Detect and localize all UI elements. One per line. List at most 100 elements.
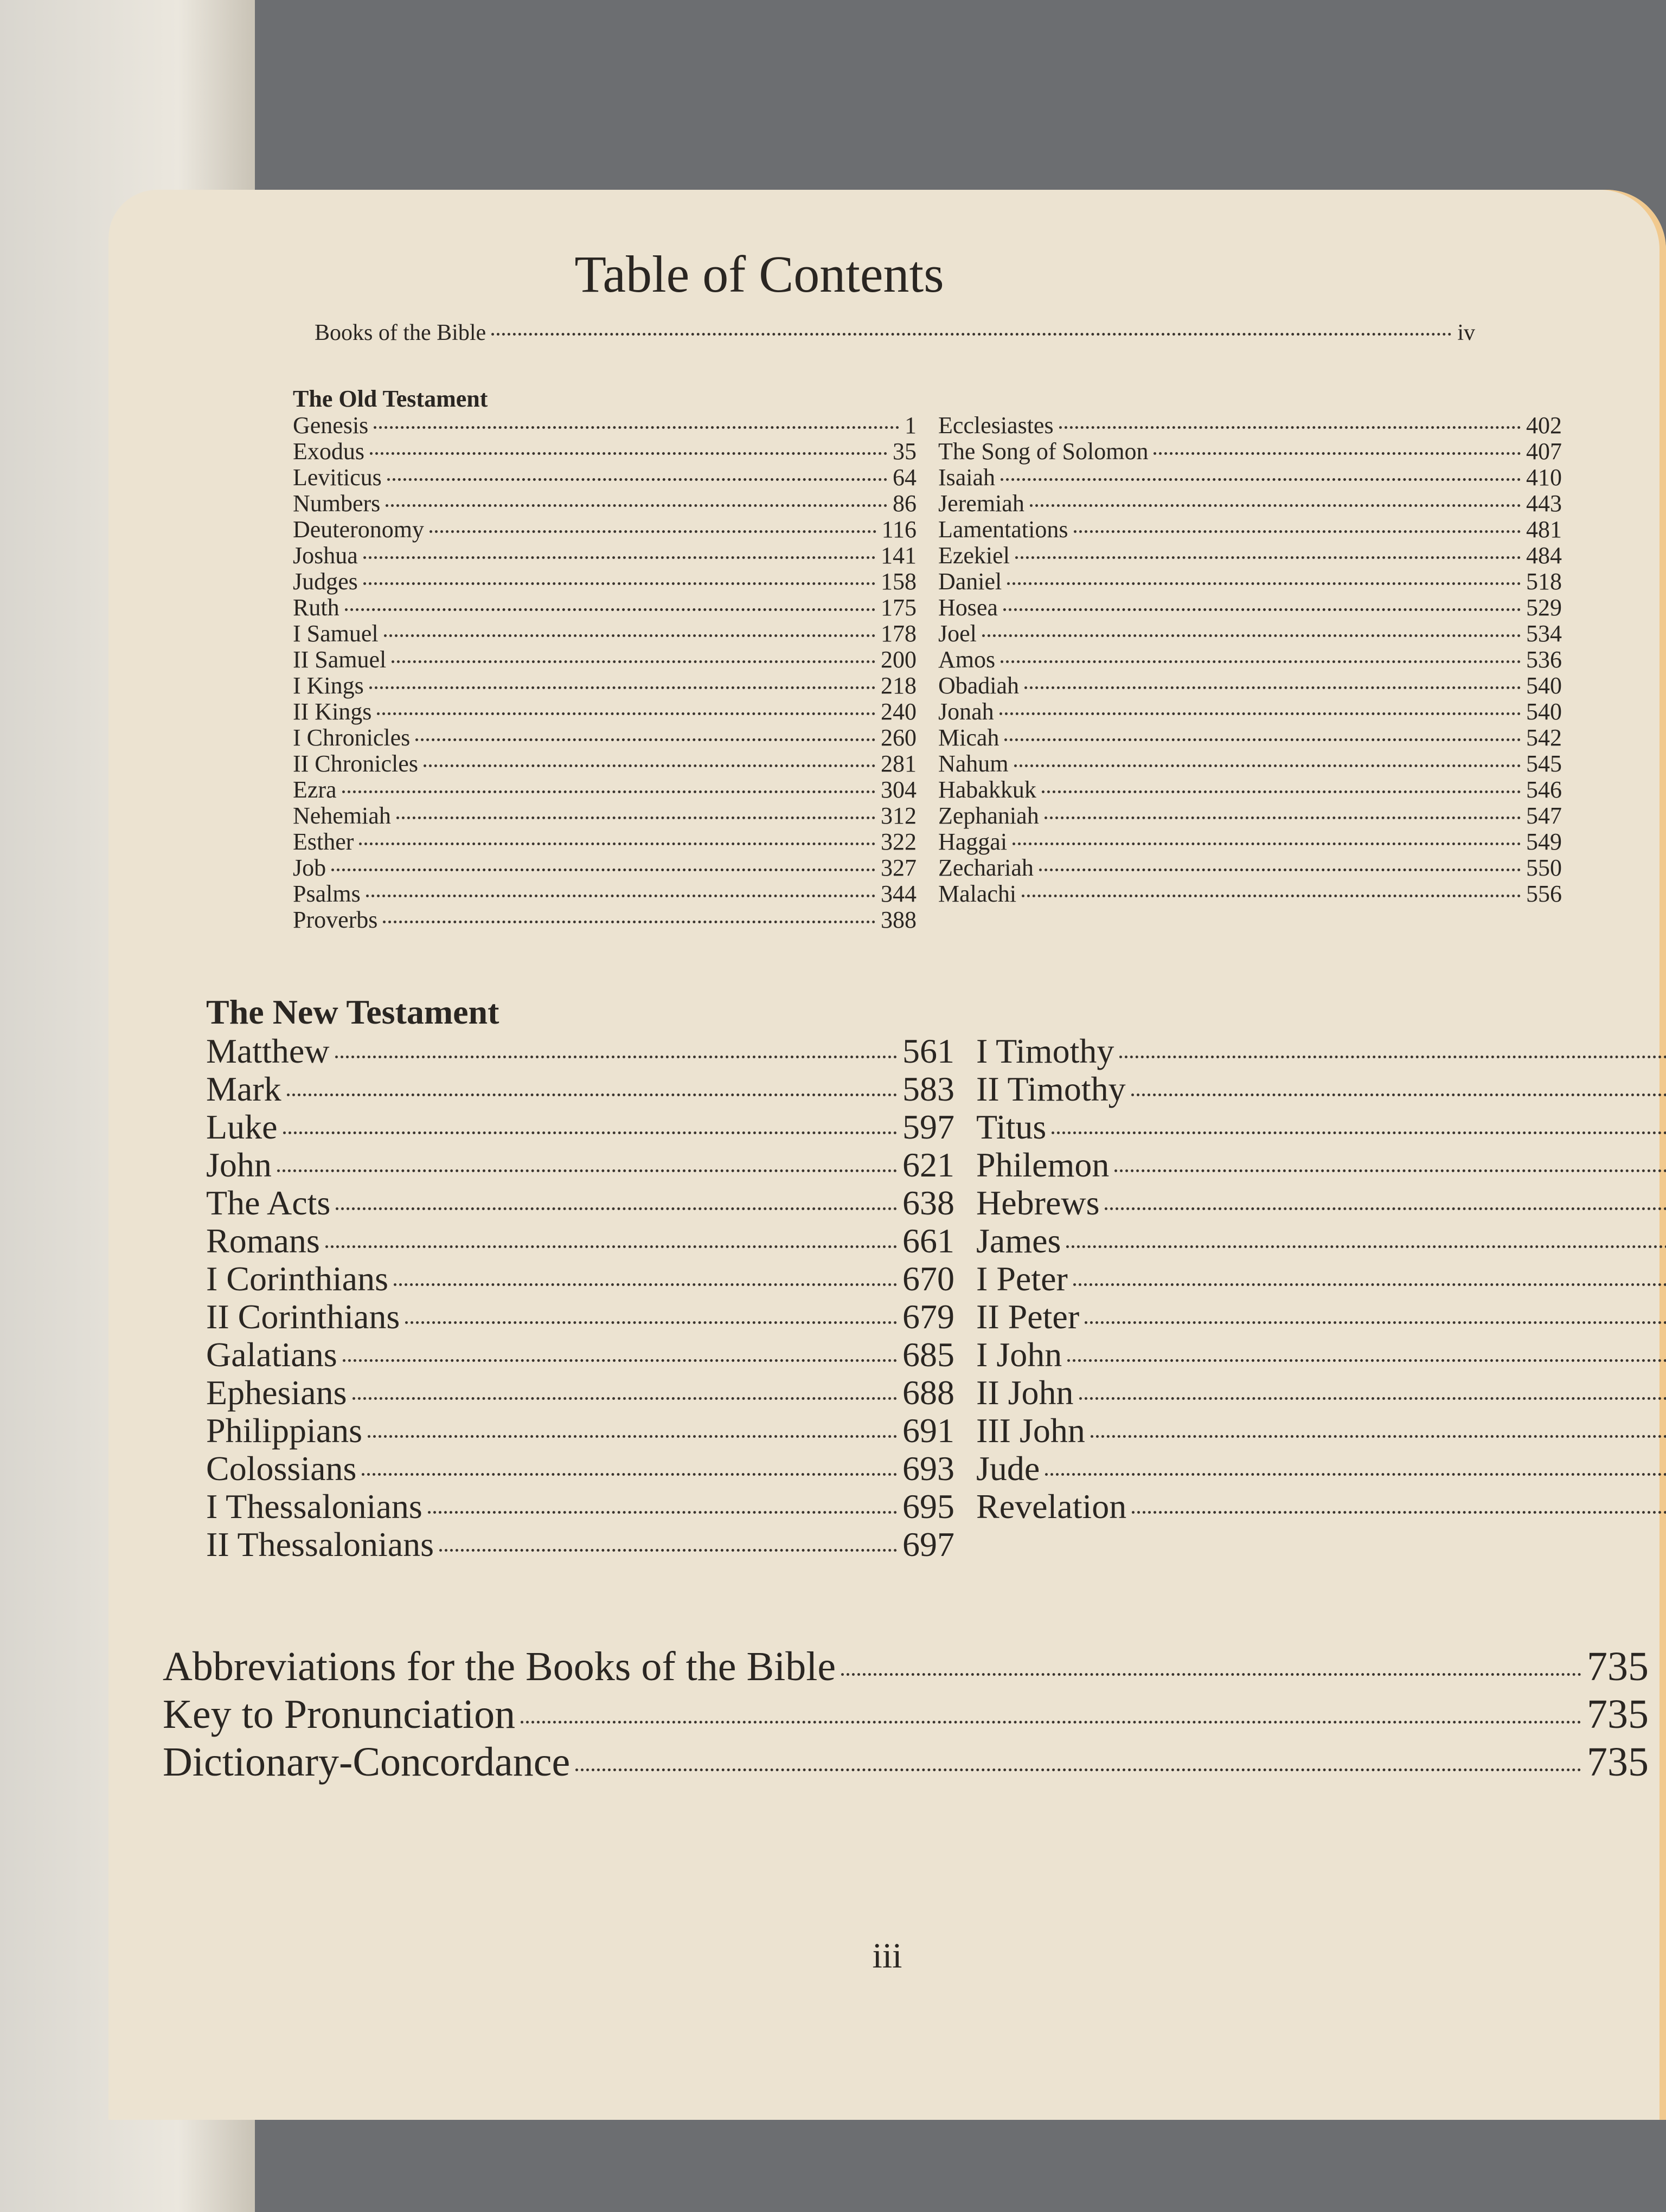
toc-entry: Judges 158 [293, 569, 917, 595]
leader [342, 790, 875, 793]
leader [1041, 790, 1521, 793]
entry-label: III John [976, 1411, 1085, 1450]
toc-entry: II John720 [976, 1374, 1666, 1412]
toc-entry: II Kings 240 [293, 699, 917, 725]
entry-label: Leviticus [293, 464, 382, 491]
leader [841, 1673, 1581, 1676]
entry-page: 327 [881, 854, 917, 881]
section-heading: The Old Testament [293, 385, 488, 412]
entry-page: 481 [1526, 516, 1562, 543]
entry-label: I Chronicles [293, 724, 411, 751]
leader [1085, 1321, 1666, 1324]
entry-page: 697 [902, 1525, 954, 1564]
toc-entry: The Acts 638 [206, 1184, 954, 1222]
leader [1045, 1473, 1666, 1476]
leader [427, 1511, 897, 1514]
toc-entry: II Samuel 200 [293, 647, 917, 673]
entry-label: Dictionary-Concordance [163, 1739, 571, 1785]
front-matter-entry: Books of the Bible iv [315, 320, 1475, 346]
column: Ecclesiastes 402 The Song of Solomon 407 Isa… [938, 413, 1562, 933]
toc-entry: II Corinthians 679 [206, 1298, 954, 1336]
entry-label: Mark [206, 1070, 281, 1108]
leader [1029, 504, 1521, 507]
entry-page: 484 [1526, 542, 1562, 569]
toc-entry: Amos 536 [938, 647, 1562, 673]
entry-page: 443 [1526, 490, 1562, 517]
leader [1013, 843, 1521, 845]
leader [575, 1769, 1581, 1771]
toc-entry: Genesis 1 [293, 413, 917, 439]
leader [1066, 1245, 1666, 1248]
leader [342, 1359, 897, 1362]
column: I Timothy698II Timothy701Titus702Philemo… [976, 1032, 1666, 1564]
entry-page: 661 [902, 1221, 954, 1260]
entry-label: Job [293, 854, 326, 881]
toc-entry: Isaiah 410 [938, 465, 1562, 491]
leader [1001, 478, 1521, 481]
toc-entry: Job 327 [293, 855, 917, 881]
leader [1131, 1094, 1666, 1096]
entry-label: James [976, 1221, 1061, 1260]
entry-label: Nehemiah [293, 802, 391, 829]
entry-page: 691 [902, 1411, 954, 1450]
entry-label: Zechariah [938, 854, 1034, 881]
entry-label: Jeremiah [938, 490, 1024, 517]
entry-label: Philippians [206, 1411, 363, 1450]
leader [1067, 1359, 1666, 1362]
entry-label: Ezekiel [938, 542, 1010, 569]
leader [374, 426, 899, 429]
leader [982, 634, 1521, 637]
leader [1015, 556, 1521, 559]
toc-entry: Philemon703 [976, 1146, 1666, 1184]
entry-label: Numbers [293, 490, 381, 517]
toc-entry: Jude720 [976, 1450, 1666, 1488]
leader [439, 1549, 897, 1552]
entry-label: Daniel [938, 568, 1002, 595]
leader [325, 1245, 897, 1248]
entry-label: II Peter [976, 1297, 1080, 1336]
toc-entry: Philippians 691 [206, 1412, 954, 1450]
leader [392, 660, 875, 663]
toc-entry: Joel 534 [938, 621, 1562, 647]
entry-page: 518 [1526, 568, 1562, 595]
leader [377, 712, 875, 715]
toc-entry: I Kings 218 [293, 673, 917, 699]
entry-label: I John [976, 1335, 1062, 1374]
entry-label: Nahum [938, 750, 1009, 777]
entry-page: 549 [1526, 828, 1562, 855]
toc-entry: Luke 597 [206, 1108, 954, 1146]
leader [1024, 686, 1521, 689]
entry-label: Abbreviations for the Books of the Bible [163, 1644, 836, 1689]
leader [521, 1721, 1581, 1724]
entry-label: Ephesians [206, 1373, 347, 1412]
toc-entry: I Corinthians 670 [206, 1260, 954, 1298]
entry-page: 735 [1587, 1644, 1649, 1689]
leader [396, 816, 875, 819]
leader [1004, 738, 1521, 741]
entry-label: Books of the Bible [315, 320, 486, 345]
leader [283, 1131, 897, 1134]
entry-label: The Acts [206, 1184, 331, 1222]
entry-label: Malachi [938, 880, 1017, 907]
entry-label: Hebrews [976, 1184, 1100, 1222]
entry-label: I Samuel [293, 620, 379, 647]
title: Table of Contents [574, 245, 944, 303]
leader [1132, 1511, 1666, 1514]
entry-label: I Timothy [976, 1032, 1114, 1070]
leader [1044, 816, 1521, 819]
entry-page: 547 [1526, 802, 1562, 829]
toc-entry: James711 [976, 1222, 1666, 1260]
leader [423, 764, 875, 767]
toc-entry: Ezekiel 484 [938, 543, 1562, 569]
entry-page: 540 [1526, 672, 1562, 699]
entry-label: I Corinthians [206, 1259, 388, 1298]
leader [1059, 426, 1521, 429]
leader [336, 1207, 897, 1210]
entry-label: Key to Pronunciation [163, 1692, 516, 1737]
toc-entry: III John720 [976, 1412, 1666, 1450]
toc-entry: Proverbs 388 [293, 907, 917, 933]
toc-entry: I Samuel 178 [293, 621, 917, 647]
back-matter: Abbreviations for the Books of the Bible… [163, 1643, 1649, 1786]
entry-page: 685 [902, 1335, 954, 1374]
